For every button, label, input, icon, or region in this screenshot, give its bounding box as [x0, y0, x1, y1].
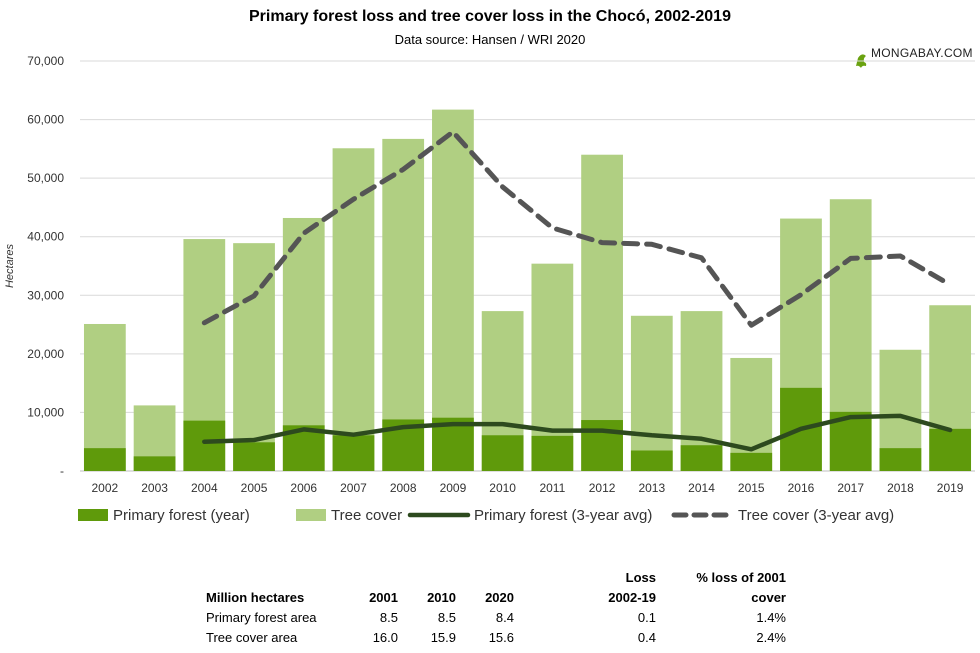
- x-tick-label: 2017: [837, 481, 864, 495]
- summary-header-cell: 2010: [427, 590, 456, 605]
- primary-forest-bar: [680, 445, 723, 471]
- x-tick-label: 2003: [141, 481, 168, 495]
- summary-header-cell: [200, 568, 356, 588]
- summary-header-cell: Loss: [625, 570, 656, 585]
- chart-title: Primary forest loss and tree cover loss …: [249, 8, 731, 25]
- summary-cell: 0.1: [637, 610, 656, 625]
- primary-forest-bar: [183, 420, 226, 471]
- summary-header-cell: Million hectares: [206, 590, 305, 605]
- x-tick-label: 2007: [340, 481, 367, 495]
- summary-header-cell: [356, 568, 398, 588]
- primary-forest-bar: [481, 435, 524, 471]
- table-row: Primary forest area 8.5 8.5 8.4 0.1 1.4%: [200, 608, 786, 628]
- summary-header-cell: 2002-19: [608, 590, 656, 605]
- y-tick-label: 50,000: [27, 171, 64, 185]
- primary-forest-bar: [581, 420, 623, 471]
- x-tick-label: 2009: [440, 481, 467, 495]
- x-tick-label: 2005: [241, 481, 268, 495]
- legend-label: Tree cover (3-year avg): [738, 507, 894, 524]
- tree-cover-bar: [83, 323, 126, 471]
- legend-label: Primary forest (3-year avg): [474, 507, 652, 524]
- summary-cell: 8.4: [495, 610, 514, 625]
- table-row: Tree cover area 16.0 15.9 15.6 0.4 2.4%: [200, 628, 786, 648]
- legend-label: Primary forest (year): [113, 507, 250, 524]
- primary-forest-bar: [630, 450, 673, 471]
- summary-header-cell: 2020: [485, 590, 514, 605]
- legend-label: Tree cover: [331, 507, 402, 524]
- summary-cell: 0.4: [637, 630, 656, 645]
- x-tick-label: 2008: [390, 481, 417, 495]
- primary-forest-bar: [929, 428, 972, 471]
- legend: Primary forest (year) Tree cover Primary f…: [78, 507, 894, 524]
- y-tick-label: 70,000: [27, 54, 64, 68]
- x-tick-label: 2013: [638, 481, 665, 495]
- chart-subtitle: Data source: Hansen / WRI 2020: [395, 32, 586, 47]
- summary-header-cell: cover: [751, 590, 786, 605]
- x-tick-label: 2004: [191, 481, 218, 495]
- x-tick-label: 2006: [290, 481, 317, 495]
- average-lines: [201, 129, 953, 452]
- tree-cover-bar: [630, 315, 673, 471]
- tree-cover-bar: [730, 357, 773, 471]
- y-tick-label: 20,000: [27, 347, 64, 361]
- tree-cover-bar: [581, 154, 623, 471]
- brand-logo: MONGABAY.COM: [856, 46, 973, 68]
- summary-header-row-1: Loss % loss of 2001: [200, 568, 786, 588]
- tree-cover-bar: [432, 109, 474, 471]
- y-axis-label: Hectares: [4, 243, 16, 288]
- primary-forest-bars: [83, 387, 972, 471]
- x-tick-label: 2011: [539, 481, 565, 495]
- summary-header-cell: 2001: [369, 590, 398, 605]
- y-tick-label: 40,000: [27, 230, 64, 244]
- primary-forest-bar: [879, 448, 922, 471]
- x-tick-label: 2012: [589, 481, 616, 495]
- primary-forest-bar: [83, 448, 126, 471]
- x-tick-label: 2014: [688, 481, 715, 495]
- x-axis-ticks: 2002 2003 2004 2005 2006 2007 2008 2009 2010 2011…: [92, 481, 964, 495]
- x-tick-label: 2016: [788, 481, 815, 495]
- summary-cell: Tree cover area: [206, 630, 298, 645]
- legend-swatch: [78, 509, 108, 521]
- summary-cell: 2.4%: [756, 630, 786, 645]
- tree-cover-bar: [680, 311, 723, 471]
- x-tick-label: 2010: [489, 481, 516, 495]
- summary-cell: 15.6: [488, 630, 514, 645]
- brand-text: MONGABAY.COM: [871, 46, 973, 60]
- summary-cell: Primary forest area: [206, 610, 317, 625]
- x-tick-label: 2002: [92, 481, 119, 495]
- summary-cell: 8.5: [437, 610, 456, 625]
- x-tick-label: 2018: [887, 481, 914, 495]
- primary-forest-bar: [332, 435, 375, 471]
- tree-cover-bar: [382, 138, 425, 471]
- summary-header-cell: % loss of 2001: [696, 570, 786, 585]
- primary-forest-avg-line: [202, 413, 953, 452]
- primary-forest-bar: [531, 435, 574, 471]
- primary-forest-bar: [233, 442, 275, 471]
- summary-cell: 16.0: [372, 630, 398, 645]
- primary-forest-bar: [133, 456, 176, 471]
- y-axis-ticks: - 10,000 20,000 30,000 40,000 50,000 60,000 70,…: [27, 54, 64, 478]
- legend-swatch: [296, 509, 326, 521]
- x-tick-label: 2019: [937, 481, 964, 495]
- summary-header-cell: [398, 568, 456, 588]
- summary-table: Loss % loss of 2001 Million hectares 200…: [200, 568, 786, 648]
- summary-cell: 15.9: [430, 630, 456, 645]
- summary-header-row-2: Million hectares 2001 2010 2020 2002-19 …: [200, 588, 786, 608]
- summary-cell: 8.5: [379, 610, 398, 625]
- gridlines: [80, 60, 975, 472]
- summary-cell: 1.4%: [756, 610, 786, 625]
- tree-cover-avg-line: [201, 129, 953, 328]
- y-tick-label: 30,000: [27, 288, 64, 302]
- y-tick-label: 10,000: [27, 405, 64, 419]
- x-tick-label: 2015: [738, 481, 765, 495]
- y-tick-label: 60,000: [27, 113, 64, 127]
- y-tick-label: -: [60, 464, 64, 478]
- summary-header-cell: [456, 568, 514, 588]
- primary-forest-bar: [730, 452, 773, 471]
